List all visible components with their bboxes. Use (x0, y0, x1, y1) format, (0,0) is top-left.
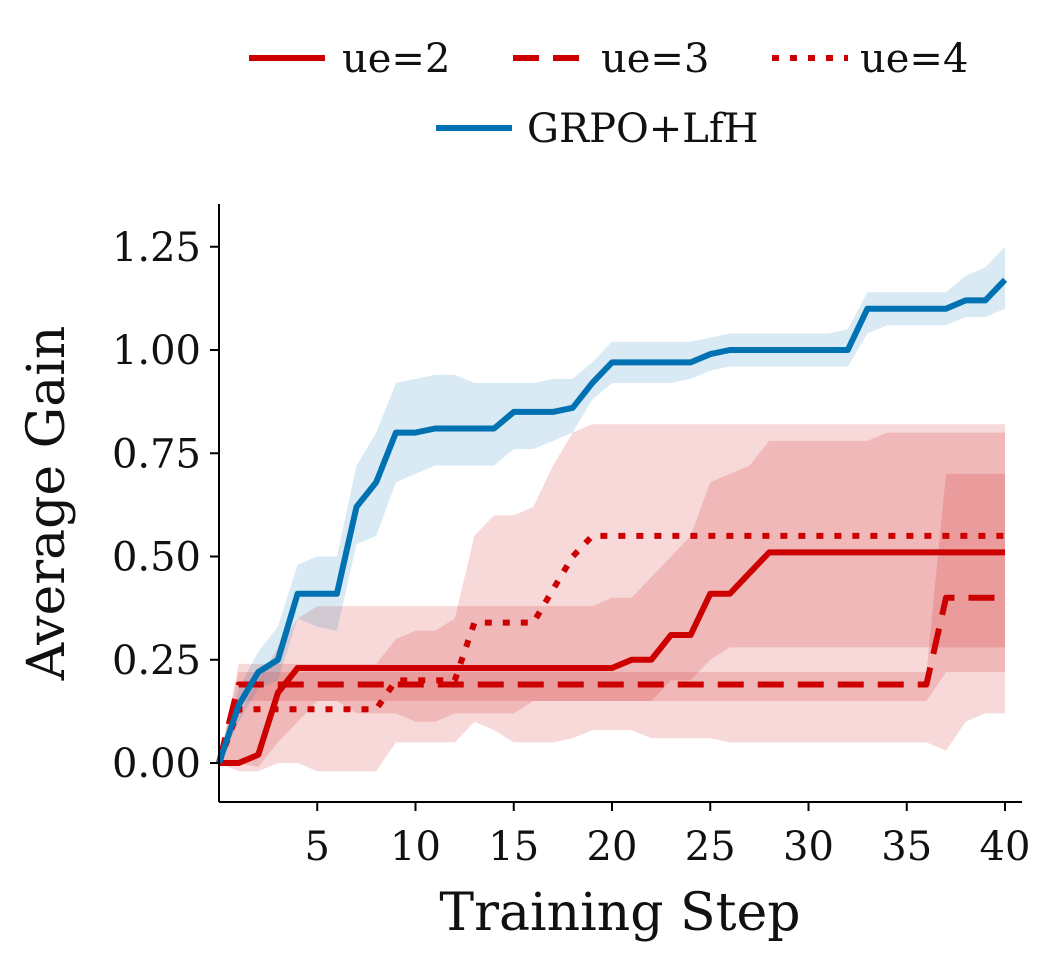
x-tick-label: 20 (587, 824, 638, 870)
line-series-0 (219, 549, 1005, 766)
confidence-bands (219, 246, 1005, 772)
y-tick-label: 0.50 (112, 535, 201, 581)
legend-label-0: ue=2 (342, 36, 450, 82)
x-tick-label: 10 (390, 824, 441, 870)
y-tick-label: 0.75 (112, 431, 201, 477)
legend: ue=2 ue=3 ue=4 GRPO+LfH (249, 36, 968, 152)
x-tick-label: 25 (685, 824, 736, 870)
line-series-3 (216, 277, 1008, 764)
line-series-1 (216, 594, 1005, 764)
band-series-3 (219, 246, 1005, 764)
y-tick-label: 0.00 (112, 741, 201, 787)
legend-label-3: GRPO+LfH (527, 106, 759, 152)
band-series-1 (219, 473, 1005, 763)
x-axis-label: Training Step (439, 883, 800, 943)
x-tick-label: 40 (980, 824, 1031, 870)
x-tick-label: 15 (488, 824, 539, 870)
x-tick-label: 5 (305, 824, 330, 870)
x-ticks: 5 10 15 20 25 30 35 40 (305, 802, 1031, 870)
axes (218, 204, 1022, 803)
y-ticks: 0.00 0.25 0.50 0.75 1.00 1.25 (112, 225, 219, 787)
legend-label-1: ue=3 (601, 36, 709, 82)
x-tick-label: 35 (881, 824, 932, 870)
y-tick-label: 0.25 (112, 638, 201, 684)
y-axis-label: Average Gain (17, 326, 77, 682)
y-tick-label: 1.00 (112, 328, 201, 374)
line-series-2 (216, 532, 1005, 765)
x-tick-label: 30 (783, 824, 834, 870)
legend-label-2: ue=4 (860, 36, 968, 82)
series-lines (216, 277, 1008, 766)
y-tick-label: 1.25 (112, 225, 201, 271)
